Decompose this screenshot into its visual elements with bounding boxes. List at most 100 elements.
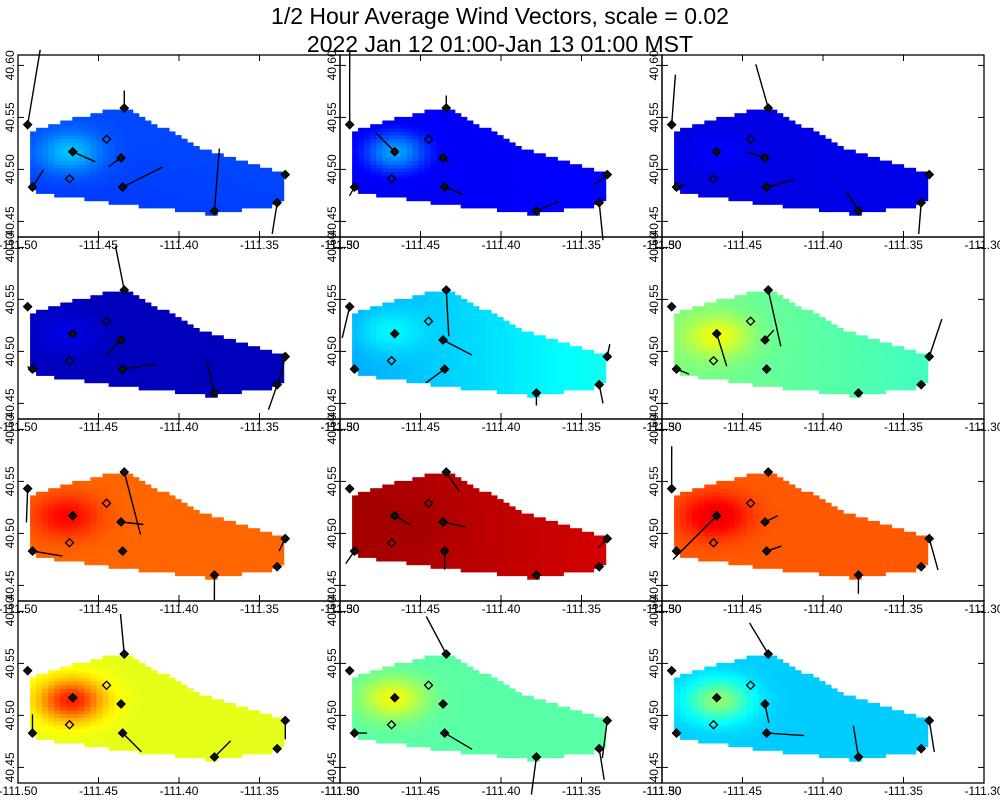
field-cell [400,116,407,122]
field-cell [915,197,923,202]
field-cell [545,353,552,358]
field-cell [569,193,576,198]
field-cell [48,124,55,129]
field-cell [223,375,230,380]
field-cell [758,113,766,118]
field-cell [370,127,377,132]
field-cell [746,331,754,336]
field-cell [527,186,534,191]
field-cell [114,353,122,358]
field-cell [831,382,838,387]
field-cell [162,142,170,147]
field-cell [66,164,73,169]
field-cell [400,328,407,333]
field-cell [812,371,820,376]
field-cell [187,167,194,172]
field-cell [442,113,450,118]
field-cell [448,153,456,158]
field-cell [277,364,285,369]
field-cell [692,167,699,172]
field-cell [382,364,389,369]
field-cell [716,368,723,373]
field-cell [472,371,480,376]
field-cell [885,200,892,205]
field-cell [533,193,540,198]
field-cell [490,371,498,376]
field-cell [776,328,784,333]
field-cell [704,360,711,365]
field-cell [436,200,444,205]
field-cell [903,197,911,202]
field-cell [770,324,778,329]
field-cell [527,156,534,162]
field-cell [400,189,407,194]
field-cell [837,164,844,169]
field-cell [466,189,474,194]
field-cell [746,175,754,180]
field-cell [674,335,681,340]
field-cell [849,342,856,347]
field-cell [132,138,140,143]
field-cell [794,186,802,191]
field-cell [478,149,486,154]
field-cell [138,120,146,125]
field-cell [686,182,693,187]
field-cell [412,324,419,329]
field-cell [30,324,37,329]
field-cell [376,164,383,169]
field-cell [120,149,128,154]
y-tick-label: 40.45 [3,206,17,236]
field-cell [370,142,377,147]
field-cell [478,142,486,147]
field-cell [794,182,802,187]
field-cell [424,298,432,304]
field-cell [364,357,371,362]
field-cell [241,342,248,347]
field-cell [825,142,832,147]
field-cell [581,360,589,365]
field-cell [168,331,176,336]
field-cell [229,182,236,187]
field-cell [484,320,492,325]
field-cell [545,189,552,194]
field-cell [752,171,760,176]
field-cell [36,342,43,347]
field-cell [891,349,898,354]
field-cell [424,153,432,158]
field-cell [138,160,146,165]
field-cell [503,142,510,147]
field-cell [825,368,832,373]
field-cell [740,113,748,118]
field-cell [806,160,814,165]
field-cell [424,291,432,296]
field-cell [30,317,37,322]
field-cell [758,324,766,329]
y-tick-label: 40.60 [325,50,339,80]
field-cell [120,153,128,158]
field-cell [710,364,717,369]
field-cell [692,313,699,318]
field-cell [770,353,778,358]
field-cell [472,360,480,365]
field-cell [587,382,595,387]
field-cell [54,164,61,169]
field-cell [867,389,874,395]
field-cell [36,135,43,140]
field-cell [144,142,152,147]
field-cell [794,328,802,333]
field-cell [132,353,140,358]
field-cell [698,331,705,336]
field-cell [259,357,267,362]
field-cell [42,127,49,132]
field-cell [132,175,140,180]
field-cell [545,338,552,344]
field-cell [674,131,681,136]
field-cell [873,193,880,198]
field-cell [891,197,898,202]
field-cell [551,156,558,162]
chart-title: 1/2 Hour Average Wind Vectors, scale = 0… [271,3,729,29]
field-cell [48,353,55,358]
field-cell [497,204,504,209]
field-cell [144,320,152,325]
field-cell [187,375,194,380]
